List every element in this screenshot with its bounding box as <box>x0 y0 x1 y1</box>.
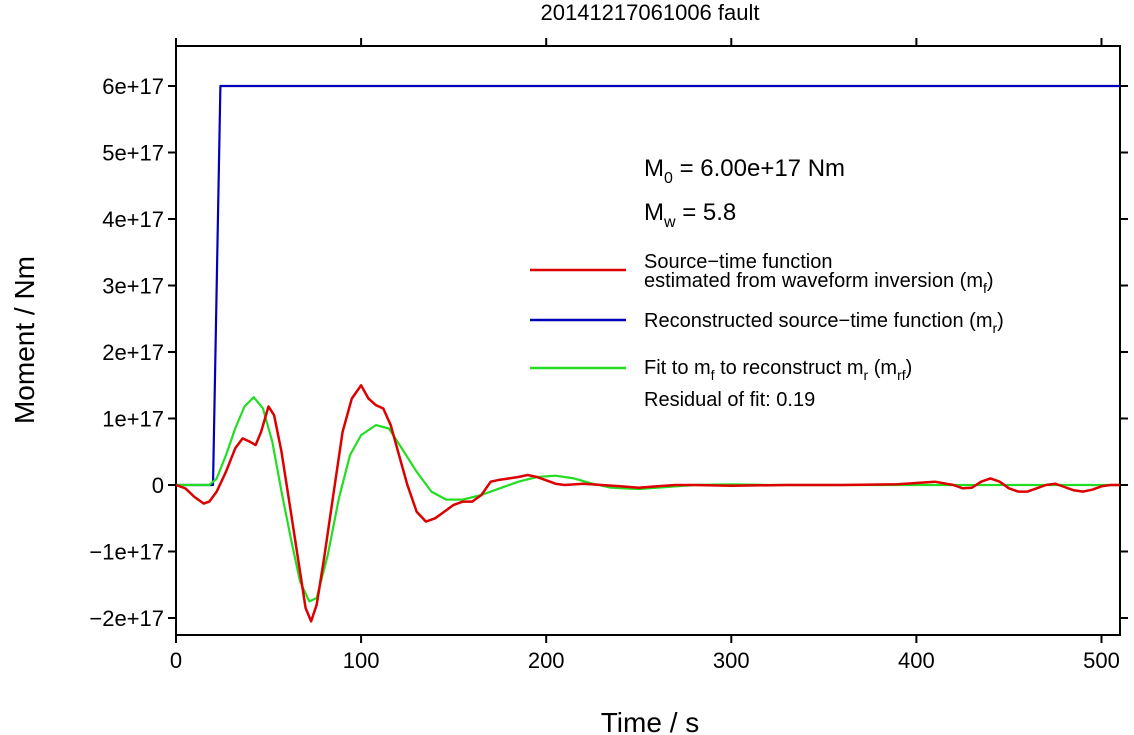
axis-ticks <box>168 38 1128 643</box>
x-tick-label: 400 <box>898 648 935 673</box>
y-tick-label: −1e+17 <box>89 540 164 565</box>
x-axis-label: Time / s <box>601 707 700 735</box>
y-tick-label: 4e+17 <box>102 207 164 232</box>
y-tick-label: 6e+17 <box>102 74 164 99</box>
plot-frame <box>175 45 1121 636</box>
seismic-moment-label: M0 = 6.00e+17 Nm <box>644 155 845 187</box>
x-tick-label: 0 <box>170 648 182 673</box>
x-tick-label: 200 <box>528 648 565 673</box>
chart-title: 20141217061006 fault <box>541 0 760 25</box>
residual-label: Residual of fit: 0.19 <box>644 389 815 411</box>
legend-label-fit: Fit to mf to reconstruct mr (mrf) <box>644 357 912 383</box>
x-tick-label: 300 <box>713 648 750 673</box>
y-tick-label: 3e+17 <box>102 274 164 299</box>
plot-border <box>175 45 1121 636</box>
source-time-function-line <box>175 384 1120 623</box>
series-lines <box>175 84 1120 623</box>
y-tick-label: 2e+17 <box>102 340 164 365</box>
legend-label-source-line2: estimated from waveform inversion (mf) <box>644 270 994 296</box>
y-tick-label: 1e+17 <box>102 407 164 432</box>
y-tick-label: 0 <box>152 473 164 498</box>
legend-label-reconstructed: Reconstructed source−time function (mr) <box>644 310 1004 336</box>
tick-labels: 0 100 200 300 400 500 −2e+17 −1e+17 0 1e+17 2e+17 3… <box>89 74 1119 673</box>
legend: M0 = 6.00e+17 Nm Mw = 5.8 Source−time func… <box>530 155 1004 411</box>
fit-line <box>176 396 1120 603</box>
y-tick-label: −2e+17 <box>89 606 164 631</box>
legend-label-source-line1: Source−time function <box>644 251 832 273</box>
y-tick-label: 5e+17 <box>102 141 164 166</box>
x-tick-label: 100 <box>343 648 380 673</box>
moment-magnitude-label: Mw = 5.8 <box>644 199 736 231</box>
x-tick-label: 500 <box>1083 648 1120 673</box>
y-axis-label: Moment / Nm <box>9 256 40 424</box>
